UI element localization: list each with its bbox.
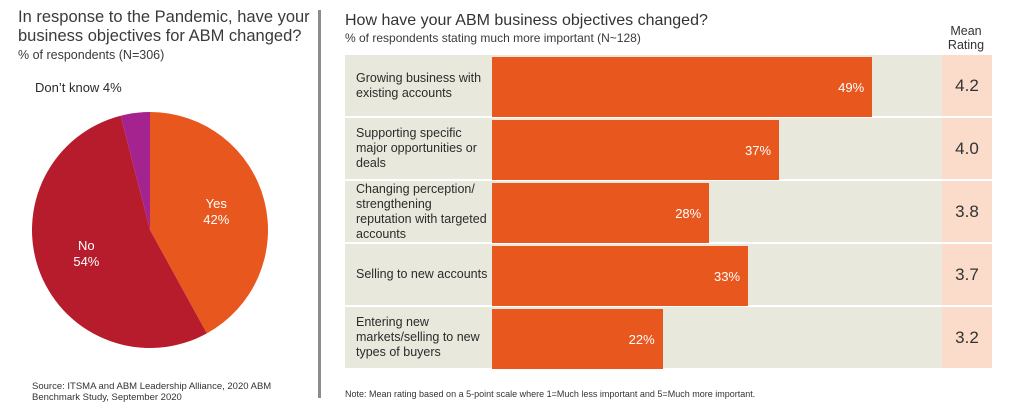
- pie-label-yes-value: 42%: [203, 212, 229, 227]
- pie-slice-dont-know: [120, 112, 150, 230]
- bar: 22%: [492, 309, 663, 369]
- bar-track: 28%: [492, 181, 942, 243]
- bar-category-label: Selling to new accounts: [356, 267, 488, 281]
- pie-subtitle: % of respondents (N=306): [18, 48, 165, 62]
- bar-category-label: Growing business with existing accounts: [356, 70, 482, 100]
- bar-track: 22%: [492, 307, 942, 369]
- mean-rating-value: 3.2: [942, 307, 992, 368]
- bar-value-label: 33%: [714, 269, 741, 284]
- pie-label-dont-know: Don’t know 4%: [35, 80, 122, 95]
- bar-category-label: Changing perception/ strengthening reput…: [356, 181, 487, 241]
- bar-row: Selling to new accounts 33% 3.7: [345, 244, 992, 306]
- mean-rating-value: 3.7: [942, 244, 992, 305]
- bar-chart-subtitle: % of respondents stating much more impor…: [345, 31, 641, 45]
- bar: 37%: [492, 120, 780, 180]
- bar-value-label: 22%: [628, 332, 655, 347]
- bar-row: Entering new markets/selling to new type…: [345, 307, 992, 369]
- bar-value-label: 37%: [745, 143, 772, 158]
- bar-track: 33%: [492, 244, 942, 306]
- bar-category-label: Supporting specific major opportunities …: [356, 126, 477, 170]
- bar: 28%: [492, 183, 710, 243]
- mean-rating-value: 3.8: [942, 181, 992, 242]
- panel-divider: [318, 10, 321, 398]
- bar-value-label: 49%: [838, 80, 865, 95]
- pie-title: In response to the Pandemic, have your b…: [18, 8, 310, 45]
- source-note: Source: ITSMA and ABM Leadership Allianc…: [32, 381, 272, 403]
- bar: 49%: [492, 57, 873, 117]
- bar-track: 49%: [492, 55, 942, 117]
- mean-rating-note: Note: Mean rating based on a 5-point sca…: [345, 389, 756, 399]
- pie-label-no: No: [78, 238, 95, 253]
- pie-label-yes: Yes: [206, 196, 228, 211]
- bar-row: Supporting specific major opportunities …: [345, 118, 992, 180]
- mean-rating-value: 4.0: [942, 118, 992, 179]
- bar-track: 37%: [492, 118, 942, 180]
- bar-row: Changing perception/ strengthening reput…: [345, 181, 992, 243]
- bar-row: Growing business with existing accounts 4…: [345, 55, 992, 117]
- bar: 33%: [492, 246, 749, 306]
- mean-rating-header: Mean Rating: [947, 24, 985, 52]
- pie-slice-yes: [150, 112, 268, 334]
- bar-category-label: Entering new markets/selling to new type…: [356, 315, 480, 359]
- bar-value-label: 28%: [675, 206, 702, 221]
- mean-rating-value: 4.2: [942, 55, 992, 116]
- pie-slice-no: [31, 115, 207, 348]
- bar-chart-title: How have your ABM business objectives ch…: [345, 12, 708, 29]
- pie-label-no-value: 54%: [73, 254, 99, 269]
